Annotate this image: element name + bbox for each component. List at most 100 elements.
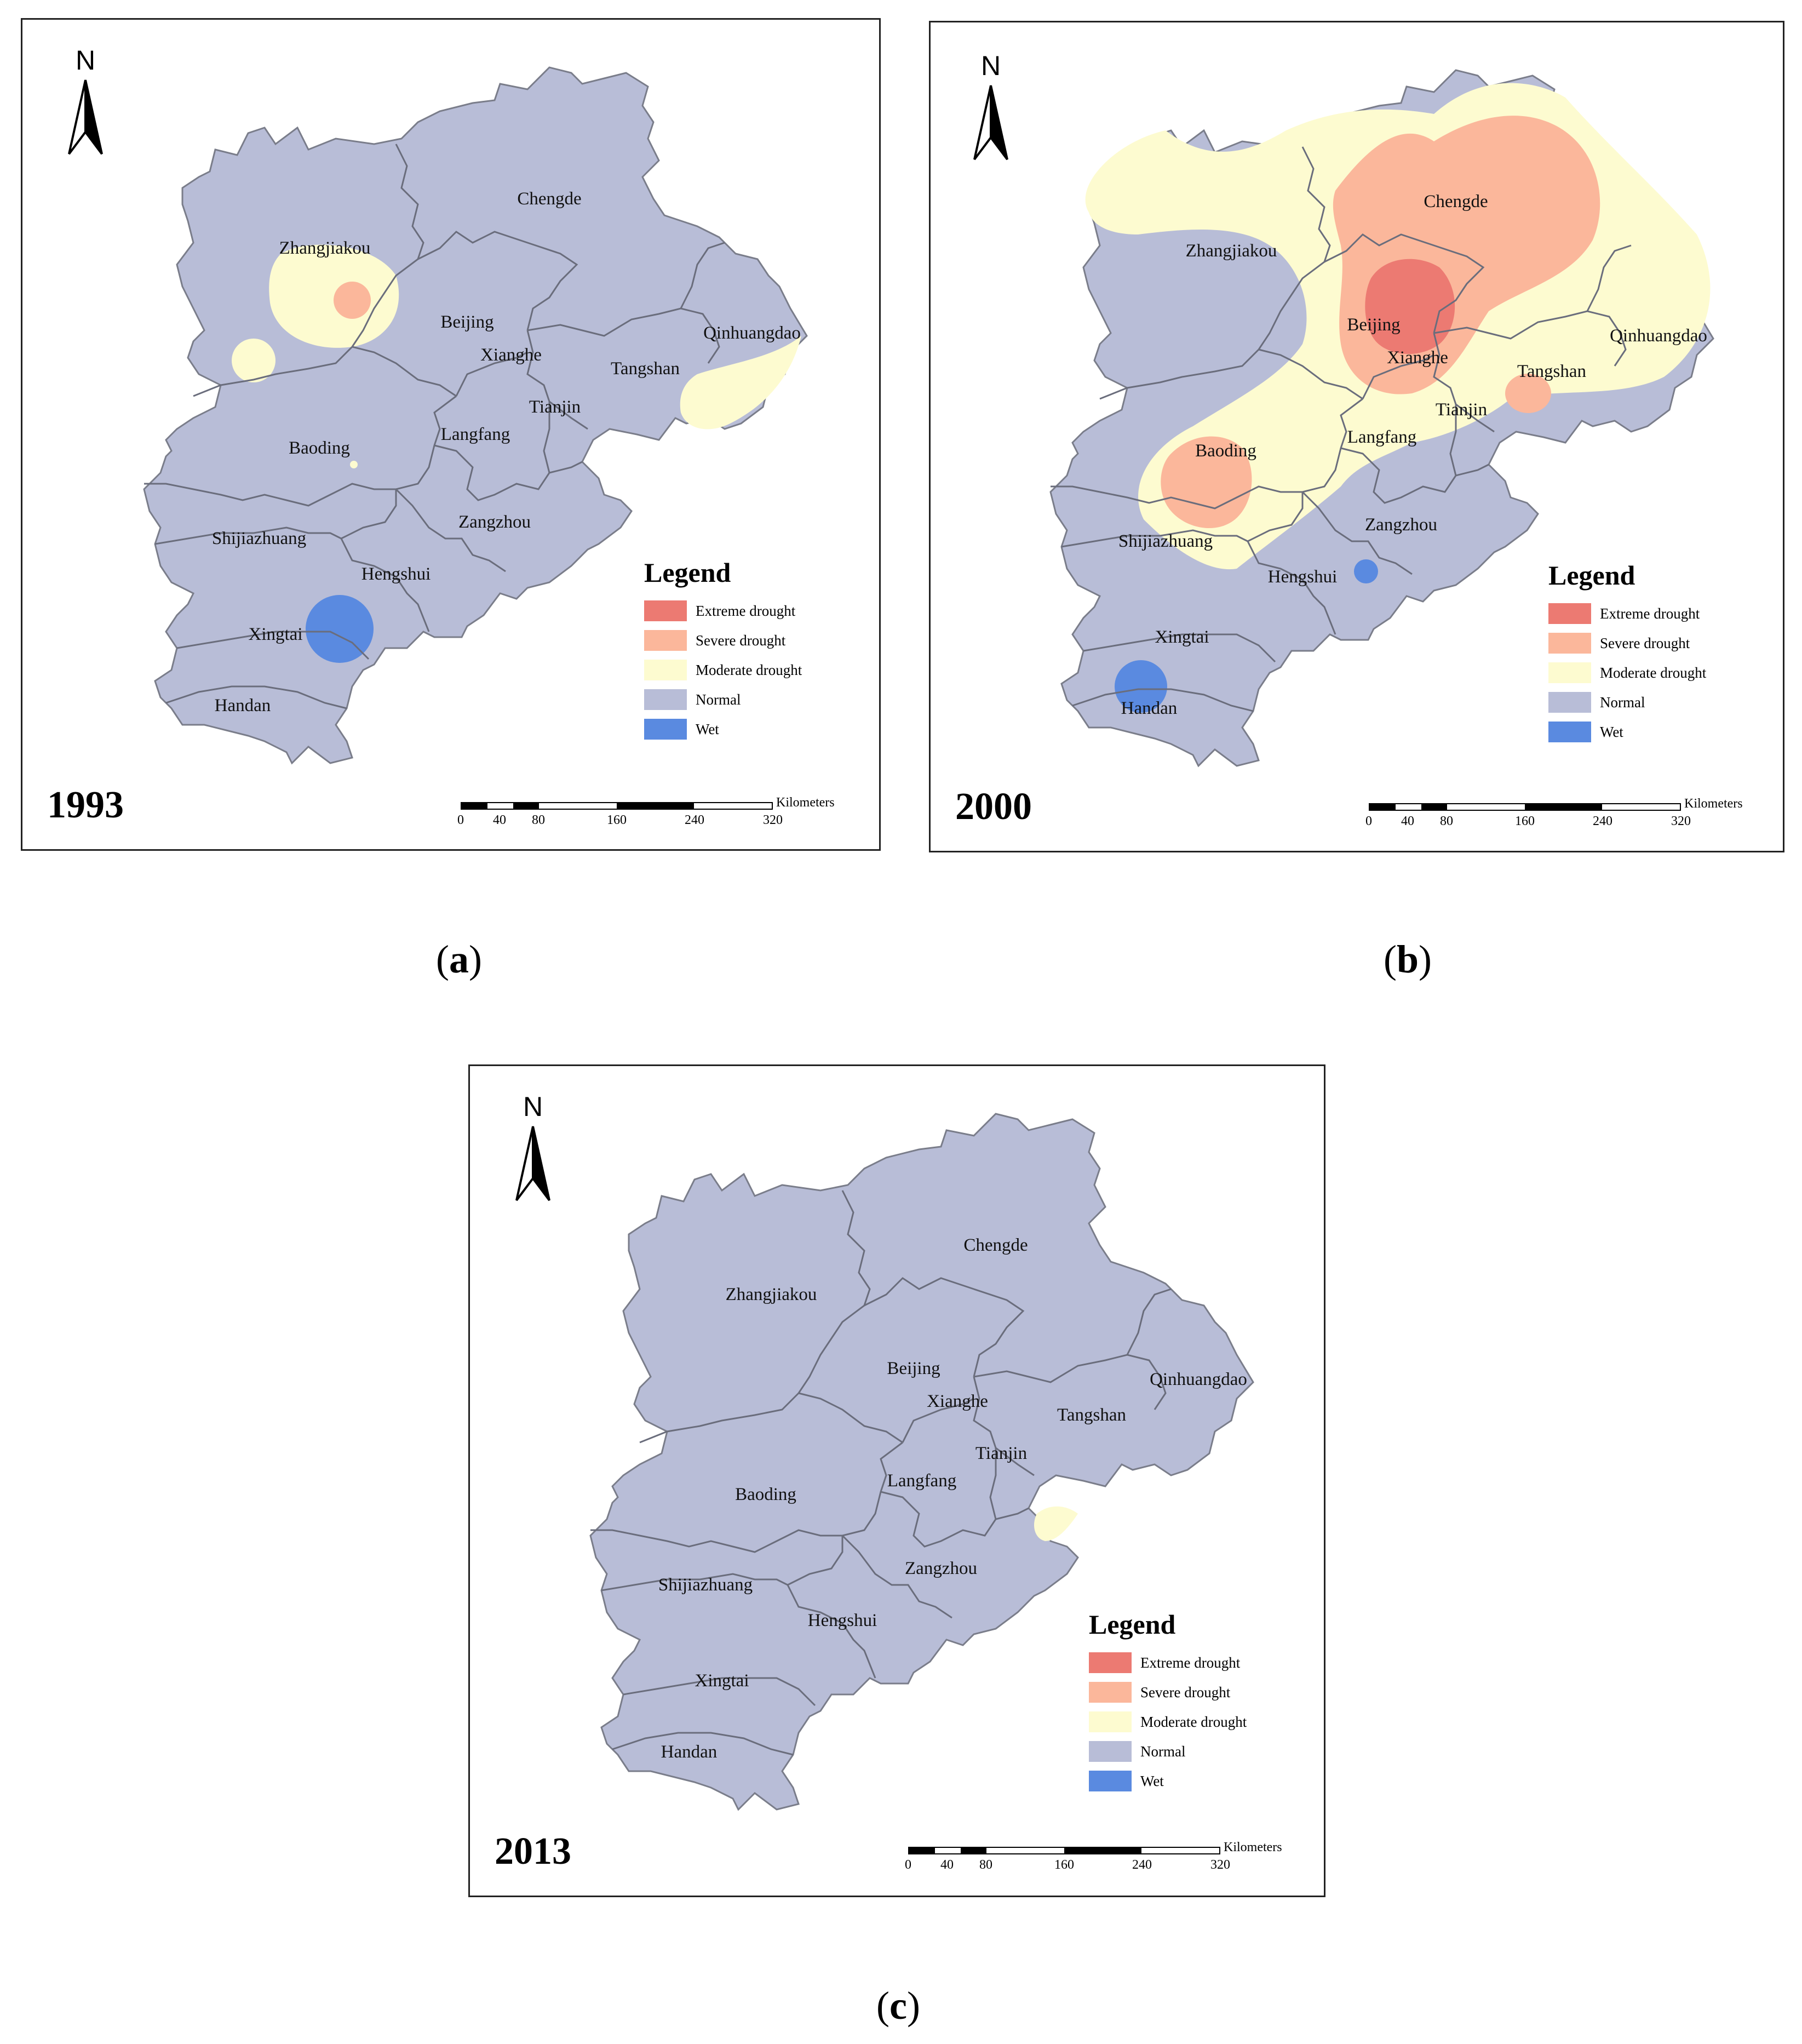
city-label: Chengde — [517, 189, 581, 209]
city-label: Tianjin — [1436, 400, 1487, 420]
legend-label: Moderate drought — [1140, 1713, 1247, 1730]
legend-label: Moderate drought — [1600, 664, 1707, 681]
legend-label: Normal — [696, 691, 741, 708]
legend-item: Moderate drought — [1089, 1707, 1308, 1737]
legend-swatch — [1548, 692, 1591, 713]
severe-drought-zone — [1161, 436, 1252, 529]
drought-zones-1993 — [232, 244, 801, 663]
drought-map-2013: Chengde Zhangjiakou Beijing Xianghe Qinhuang… — [589, 1113, 1254, 1811]
city-label: Beijing — [887, 1359, 940, 1378]
scale-tick: 0 — [905, 1858, 911, 1872]
city-label: Zangzhou — [1365, 515, 1437, 535]
panel-caption: (a) — [436, 937, 482, 981]
legend-title: Legend — [1089, 1609, 1176, 1640]
city-labels: Chengde Zhangjiakou Beijing Xianghe Qinhuang… — [1118, 192, 1707, 718]
legend-item: Moderate drought — [1548, 658, 1767, 688]
legend-item: Wet — [1089, 1766, 1308, 1796]
legend: Legend Extreme drought Severe drought Mo… — [644, 557, 863, 744]
scale-tick: 320 — [763, 813, 783, 827]
legend-label: Wet — [696, 720, 719, 737]
drought-map-2000: Chengde Zhangjiakou Beijing Xianghe Qinhuang… — [1049, 69, 1714, 767]
city-label: Tangshan — [611, 359, 680, 379]
legend-label: Moderate drought — [696, 661, 802, 678]
legend-item: Wet — [644, 714, 863, 744]
city-label: Xianghe — [927, 1392, 988, 1411]
scale-bar: Kilometers 0 40 80 160 240 320 — [457, 795, 855, 840]
scale-tick: 40 — [1401, 814, 1414, 828]
legend-swatch — [1089, 1771, 1132, 1791]
moderate-drought-zone — [1034, 1506, 1078, 1541]
legend-label: Wet — [1600, 723, 1623, 740]
city-label: Zhangjiakou — [1186, 241, 1277, 261]
legend-swatch — [1089, 1652, 1132, 1673]
legend-item: Normal — [644, 685, 863, 714]
city-label: Tangshan — [1057, 1405, 1126, 1425]
scale-bar-graphic — [908, 1847, 1220, 1854]
city-label: Hengshui — [1268, 567, 1338, 587]
north-arrow-icon — [68, 79, 103, 155]
north-arrow: N — [55, 44, 116, 159]
drought-zones-2000 — [1085, 83, 1711, 713]
legend-label: Extreme drought — [1600, 605, 1700, 622]
city-label: Baoding — [289, 438, 350, 458]
map-year: 2000 — [955, 786, 1032, 828]
legend-item: Extreme drought — [644, 596, 863, 626]
city-label: Tianjin — [975, 1444, 1027, 1463]
legend-item: Extreme drought — [1548, 599, 1767, 628]
legend-swatch — [1548, 633, 1591, 654]
scale-bar-graphic — [461, 802, 773, 810]
moderate-drought-zone — [680, 336, 801, 430]
scale-units: Kilometers — [1224, 1840, 1282, 1854]
city-labels: Chengde Zhangjiakou Beijing Xianghe Qinhuang… — [658, 1235, 1247, 1762]
legend-swatch — [1548, 722, 1591, 742]
wet-zone — [1115, 660, 1167, 713]
north-arrow-icon — [515, 1126, 550, 1201]
city-label: Handan — [1121, 698, 1178, 718]
scale-tick: 80 — [532, 813, 545, 827]
city-label: Beijing — [1347, 315, 1400, 335]
north-arrow-icon — [973, 85, 1008, 161]
city-label: Zangzhou — [458, 512, 531, 532]
legend-swatch — [1089, 1741, 1132, 1762]
drought-map-1993: Chengde Zhangjiakou Beijing Xianghe Qinhuang… — [143, 66, 808, 764]
legend-swatch — [1089, 1682, 1132, 1703]
legend-swatch — [1548, 662, 1591, 683]
scale-tick: 160 — [1515, 814, 1535, 828]
city-label: Baoding — [735, 1485, 796, 1504]
north-arrow: N — [503, 1091, 563, 1206]
city-label: Langfang — [441, 425, 510, 444]
extreme-drought-zone — [1365, 259, 1455, 354]
legend-swatch — [1548, 603, 1591, 624]
moderate-drought-zone — [232, 339, 276, 382]
legend-item: Severe drought — [1548, 628, 1767, 658]
legend-title: Legend — [1548, 560, 1635, 591]
scale-bar: Kilometers 0 40 80 160 240 320 — [1365, 797, 1763, 841]
city-label: Xingtai — [695, 1671, 749, 1691]
city-label: Zhangjiakou — [279, 238, 371, 258]
caption-letter: c — [889, 1984, 907, 2028]
north-label: N — [75, 45, 96, 76]
scale-tick: 0 — [1365, 814, 1372, 828]
legend-swatch — [644, 600, 687, 621]
city-label: Qinhuangdao — [703, 323, 801, 343]
legend-item: Severe drought — [1089, 1677, 1308, 1707]
scale-tick: 320 — [1671, 814, 1691, 828]
city-label: Zhangjiakou — [726, 1285, 817, 1304]
city-label: Xianghe — [1387, 348, 1448, 368]
legend-item: Moderate drought — [644, 655, 863, 685]
city-label: Qinhuangdao — [1610, 326, 1707, 346]
city-label: Hengshui — [808, 1611, 877, 1630]
scale-bar-graphic — [1369, 803, 1681, 811]
city-label: Hengshui — [361, 564, 431, 584]
moderate-drought-zone — [269, 244, 399, 348]
north-label: N — [523, 1091, 543, 1122]
city-label: Xianghe — [480, 345, 542, 365]
drought-zones-2013 — [1034, 1506, 1078, 1541]
city-label: Xingtai — [1155, 627, 1209, 647]
legend: Legend Extreme drought Severe drought Mo… — [1089, 1608, 1308, 1796]
legend-label: Severe drought — [1600, 634, 1690, 651]
legend: Legend Extreme drought Severe drought Mo… — [1548, 559, 1767, 747]
legend-item: Extreme drought — [1089, 1648, 1308, 1677]
north-arrow: N — [961, 50, 1021, 165]
legend-item: Normal — [1548, 688, 1767, 717]
